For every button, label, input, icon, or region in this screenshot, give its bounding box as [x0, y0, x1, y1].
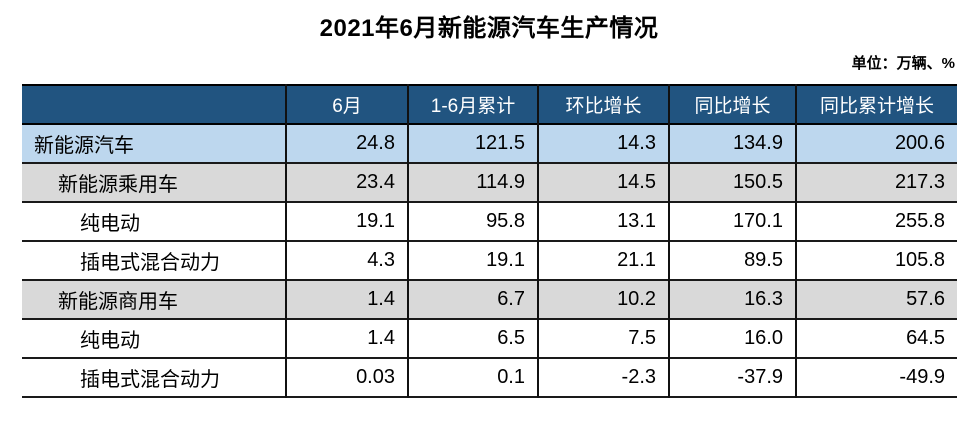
table-row-commercial-phev: 插电式混合动力 0.03 0.1 -2.3 -37.9 -49.9 — [22, 358, 957, 397]
table-cell: 14.5 — [537, 163, 669, 202]
table-row-nev-commercial: 新能源商用车 1.4 6.7 10.2 16.3 57.6 — [22, 280, 957, 319]
table-cell: 121.5 — [407, 124, 538, 163]
table-cell: 10.2 — [537, 280, 669, 319]
col-header-yoy-cumulative-growth: 同比累计增长 — [795, 85, 957, 124]
table-cell: 105.8 — [795, 241, 957, 280]
table-cell: 200.6 — [795, 124, 957, 163]
table-row-nev-passenger: 新能源乘用车 23.4 114.9 14.5 150.5 217.3 — [22, 163, 957, 202]
table-cell: 0.1 — [407, 358, 538, 397]
table-cell: -49.9 — [795, 358, 957, 397]
table-cell: 114.9 — [407, 163, 538, 202]
col-header-jan-june-total: 1-6月累计 — [407, 85, 538, 124]
table-cell: 64.5 — [795, 319, 957, 358]
table-row-commercial-bev: 纯电动 1.4 6.5 7.5 16.0 64.5 — [22, 319, 957, 358]
table-cell: 217.3 — [795, 163, 957, 202]
table-row-passenger-bev: 纯电动 19.1 95.8 13.1 170.1 255.8 — [22, 202, 957, 241]
table-cell: 19.1 — [407, 241, 538, 280]
table-cell: 0.03 — [285, 358, 408, 397]
table-cell: 14.3 — [537, 124, 669, 163]
table-cell: 24.8 — [285, 124, 408, 163]
table-row-nev-total: 新能源汽车 24.8 121.5 14.3 134.9 200.6 — [22, 124, 957, 163]
row-label: 纯电动 — [80, 330, 140, 352]
table-cell: 19.1 — [285, 202, 408, 241]
row-label: 新能源汽车 — [34, 135, 134, 157]
table-cell: 95.8 — [407, 202, 538, 241]
table-cell: 134.9 — [668, 124, 796, 163]
col-header-june: 6月 — [285, 85, 408, 124]
table-cell: -37.9 — [668, 358, 796, 397]
table-cell: 6.7 — [407, 280, 538, 319]
table-cell: 255.8 — [795, 202, 957, 241]
col-header-yoy-growth: 同比增长 — [668, 85, 796, 124]
table-cell: 6.5 — [407, 319, 538, 358]
row-label: 新能源商用车 — [58, 291, 178, 313]
row-label: 插电式混合动力 — [80, 252, 220, 274]
col-header-category — [22, 85, 286, 124]
page-title: 2021年6月新能源汽车生产情况 — [319, 15, 659, 42]
table-cell: 16.3 — [668, 280, 796, 319]
table-cell: 21.1 — [537, 241, 669, 280]
table-cell: 7.5 — [537, 319, 669, 358]
row-label: 新能源乘用车 — [58, 174, 178, 196]
production-table: 6月 1-6月累计 环比增长 同比增长 同比累计增长 新能源汽车 24.8 12… — [22, 84, 957, 398]
table-cell: 170.1 — [668, 202, 796, 241]
table-cell: 89.5 — [668, 241, 796, 280]
table-row-passenger-phev: 插电式混合动力 4.3 19.1 21.1 89.5 105.8 — [22, 241, 957, 280]
table-cell: 16.0 — [668, 319, 796, 358]
table-cell: 23.4 — [285, 163, 408, 202]
table-cell: 150.5 — [668, 163, 796, 202]
table-cell: 13.1 — [537, 202, 669, 241]
table-cell: 1.4 — [285, 319, 408, 358]
table-cell: 57.6 — [795, 280, 957, 319]
row-label: 插电式混合动力 — [80, 369, 220, 391]
table-cell: 1.4 — [285, 280, 408, 319]
table-cell: 4.3 — [285, 241, 408, 280]
table-cell: -2.3 — [537, 358, 669, 397]
col-header-mom-growth: 环比增长 — [537, 85, 669, 124]
unit-label: 单位：万辆、% — [851, 55, 955, 72]
row-label: 纯电动 — [80, 213, 140, 235]
table-header-row: 6月 1-6月累计 环比增长 同比增长 同比累计增长 — [22, 85, 957, 124]
